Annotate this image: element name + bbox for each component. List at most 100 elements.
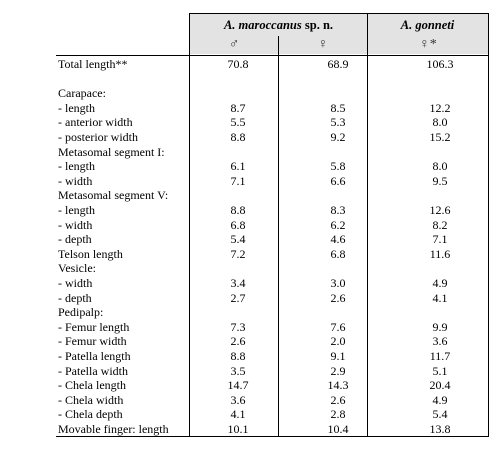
female-value: 7.6 [330, 319, 346, 334]
gonneti-value: 106.3 [426, 57, 454, 71]
gonneti-value: 5.4 [432, 407, 448, 422]
table-row: - depth 5.4 4.6 7.1 [58, 232, 488, 246]
rule-bottom [56, 436, 488, 437]
male-value: 4.1 [230, 407, 246, 422]
row-label: Carapace: [58, 86, 106, 101]
divider-sex [278, 36, 279, 437]
gonneti-value: 4.9 [432, 392, 448, 407]
table-row: Pedipalp: [58, 305, 488, 319]
row-label: - Chela depth [58, 407, 123, 422]
species-1-name: A. maroccanus [223, 18, 302, 32]
female-value: 6.2 [330, 217, 346, 232]
table-row: - Chela width 3.6 2.6 4.9 [58, 393, 488, 407]
gonneti-value: 20.4 [429, 378, 451, 393]
female-star-symbol: ♀* [419, 37, 437, 52]
male-value: 3.5 [230, 363, 246, 378]
female-symbol: ♀ [317, 37, 329, 52]
row-label: Vesicle: [58, 261, 96, 276]
female-value: 2.0 [330, 334, 346, 349]
table-row: Vesicle: [58, 261, 488, 275]
table-row: Movable finger: length 10.1 10.4 13.8 [58, 422, 488, 436]
row-label: - anterior width [58, 115, 133, 130]
row-label: Metasomal segment V: [58, 188, 169, 203]
sex-female-star-cell: ♀* [368, 36, 488, 54]
table-row: - posterior width 8.8 9.2 15.2 [58, 130, 488, 144]
table-row: Metasomal segment I: [58, 145, 488, 159]
table-row: - Patella width 3.5 2.9 5.1 [58, 364, 488, 378]
row-label: - Femur width [58, 334, 127, 349]
row-label: - width [58, 217, 93, 232]
species-2-name: A. gonneti [400, 18, 455, 32]
sex-female-cell: ♀ [279, 36, 367, 54]
male-value: 3.4 [230, 276, 246, 290]
table-row: - width 6.8 6.2 8.2 [58, 218, 488, 232]
gonneti-value: 9.9 [432, 319, 448, 334]
table-row: - length 6.1 5.8 8.0 [58, 159, 488, 173]
table-row: - depth 2.7 2.6 4.1 [58, 291, 488, 305]
row-label: Total length** [58, 57, 128, 71]
female-value: 68.9 [327, 57, 349, 71]
female-value: 6.6 [330, 173, 346, 188]
female-value: 3.0 [330, 276, 346, 290]
header-species-1: A. maroccanus sp. n. [190, 13, 367, 37]
divider-species [367, 13, 368, 437]
row-label: - length [58, 100, 95, 115]
table-row: Metasomal segment V: [58, 188, 488, 202]
table-row: - Femur width 2.6 2.0 3.6 [58, 334, 488, 348]
gonneti-value: 12.6 [429, 203, 451, 217]
row-label: - depth [58, 232, 92, 247]
male-value: 8.8 [230, 203, 246, 217]
table-row: - Femur length 7.3 7.6 9.9 [58, 320, 488, 334]
sex-male-cell: ♂ [190, 36, 278, 54]
table-row: - length 8.8 8.3 12.6 [58, 203, 488, 217]
header-species-2: A. gonneti [367, 13, 488, 37]
male-value: 10.1 [227, 422, 249, 436]
table-row [58, 72, 488, 86]
gonneti-value: 11.7 [429, 349, 451, 363]
row-label: - Chela length [58, 378, 126, 393]
row-label: - Patella width [58, 363, 128, 378]
gonneti-value: 8.2 [432, 217, 448, 232]
row-label: Movable finger: length [58, 422, 169, 436]
table-row: - anterior width 5.5 5.3 8.0 [58, 115, 488, 129]
male-value: 7.3 [230, 319, 246, 334]
female-value: 2.8 [330, 407, 346, 422]
male-value: 8.8 [230, 349, 246, 363]
row-label: - depth [58, 290, 92, 305]
female-value: 5.8 [330, 159, 346, 174]
female-value: 9.1 [330, 349, 346, 363]
gonneti-value: 15.2 [429, 130, 451, 144]
row-label: - Patella length [58, 349, 131, 363]
divider-left [189, 13, 190, 437]
row-label: Pedipalp: [58, 305, 104, 320]
female-value: 8.5 [330, 100, 346, 115]
row-label: - width [58, 173, 93, 188]
female-value: 14.3 [327, 378, 349, 393]
male-value: 2.7 [230, 290, 246, 305]
gonneti-value: 3.6 [432, 334, 448, 349]
male-value: 6.8 [230, 217, 246, 232]
female-value: 2.6 [330, 290, 346, 305]
female-value: 2.9 [330, 363, 346, 378]
female-value: 9.2 [330, 130, 346, 144]
table-row: - Patella length 8.8 9.1 11.7 [58, 349, 488, 363]
row-label: Metasomal segment I: [58, 144, 165, 159]
species-1-suffix: sp. n. [304, 18, 334, 32]
male-value: 14.7 [227, 378, 249, 393]
row-label: Telson length [58, 246, 123, 261]
rule-under-sex [56, 55, 488, 56]
female-value: 8.3 [330, 203, 346, 217]
male-value: 7.2 [230, 246, 246, 261]
gonneti-value: 13.8 [429, 422, 451, 436]
male-value: 5.4 [230, 232, 246, 247]
gonneti-value: 8.0 [432, 159, 448, 174]
table-row: Carapace: [58, 86, 488, 100]
female-value: 6.8 [330, 246, 346, 261]
row-label: - width [58, 276, 93, 290]
table-row: Telson length 7.2 6.8 11.6 [58, 247, 488, 261]
row-label: - Chela width [58, 392, 124, 407]
row-label: - length [58, 203, 95, 217]
male-value: 8.8 [230, 130, 246, 144]
table-row: - width 3.4 3.0 4.9 [58, 276, 488, 290]
row-label: - Femur length [58, 319, 130, 334]
